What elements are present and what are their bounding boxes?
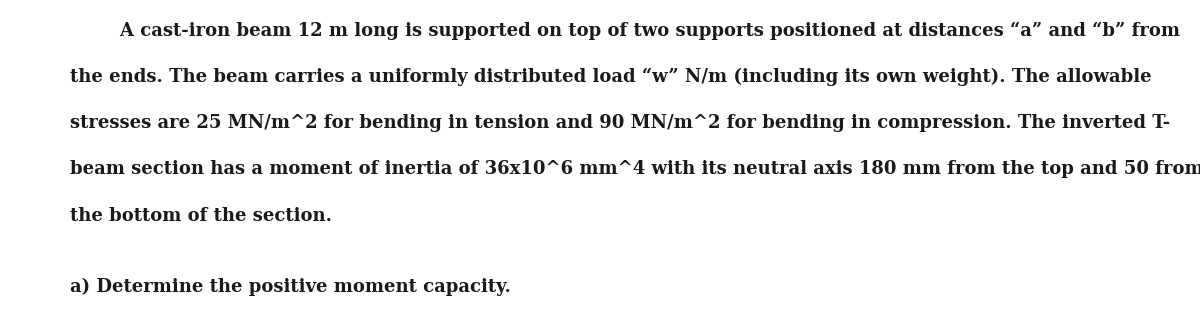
Text: the bottom of the section.: the bottom of the section. <box>70 207 331 225</box>
Text: stresses are 25 MN/m^2 for bending in tension and 90 MN/m^2 for bending in compr: stresses are 25 MN/m^2 for bending in te… <box>70 114 1170 132</box>
Text: A cast-iron beam 12 m long is supported on top of two supports positioned at dis: A cast-iron beam 12 m long is supported … <box>70 22 1180 40</box>
Text: the ends. The beam carries a uniformly distributed load “w” N/m (including its o: the ends. The beam carries a uniformly d… <box>70 68 1151 86</box>
Text: beam section has a moment of inertia of 36x10^6 mm^4 with its neutral axis 180 m: beam section has a moment of inertia of … <box>70 160 1200 178</box>
Text: a) Determine the positive moment capacity.: a) Determine the positive moment capacit… <box>70 278 510 296</box>
